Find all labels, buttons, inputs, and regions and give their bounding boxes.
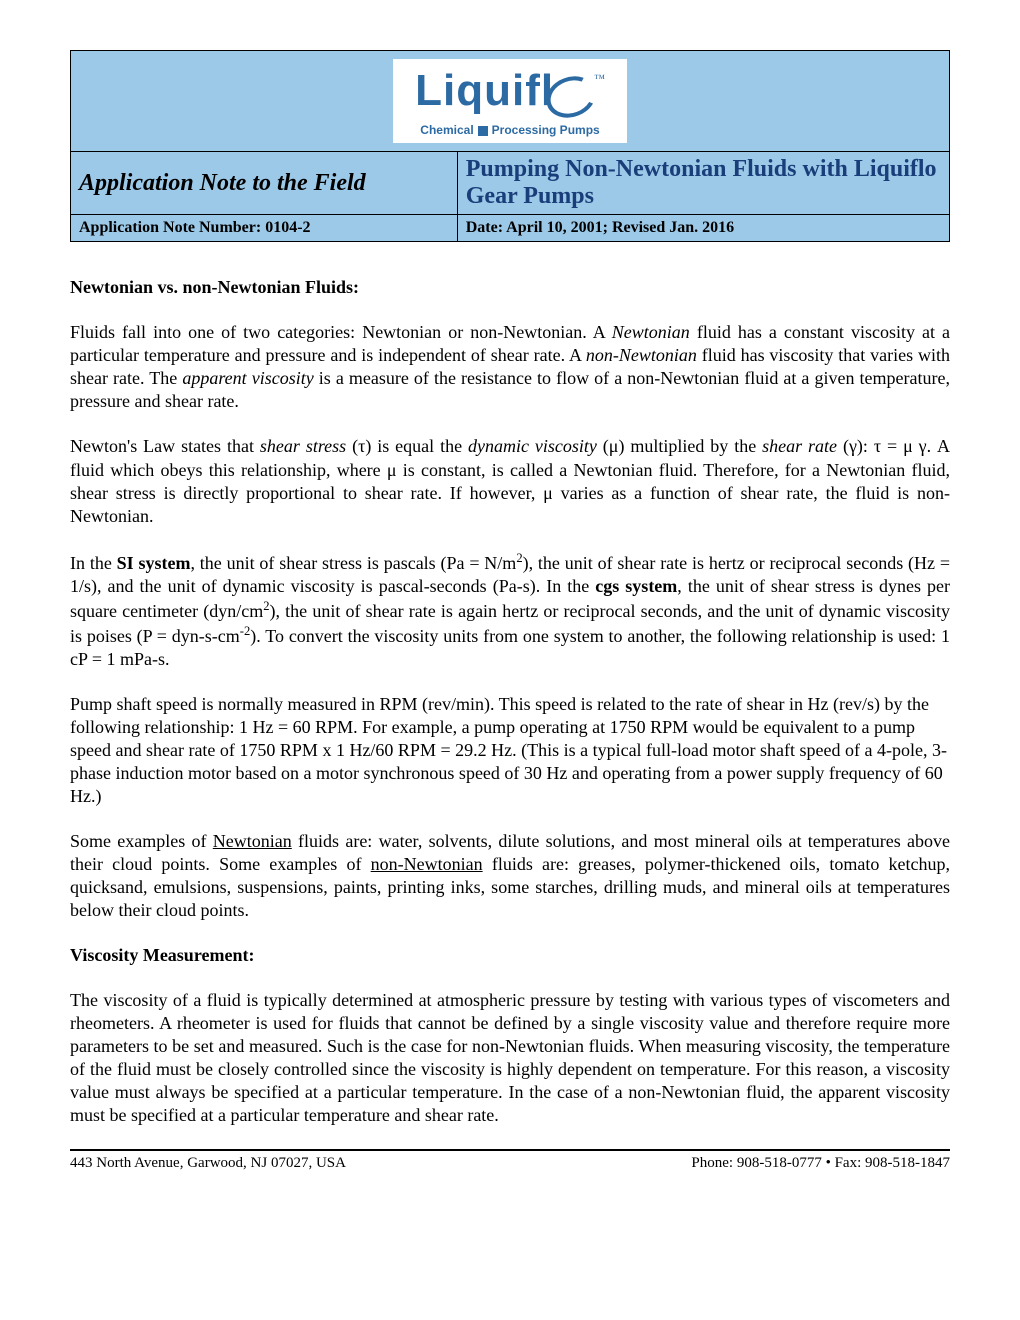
text-italic: non-Newtonian bbox=[586, 345, 697, 365]
page-footer: 443 North Avenue, Garwood, NJ 07027, USA… bbox=[70, 1149, 950, 1172]
header-table: Liquifl ™ Chemical Processing Pumps Applic… bbox=[70, 50, 950, 242]
header-meta-right: Date: April 10, 2001; Revised Jan. 2016 bbox=[457, 215, 949, 242]
footer-contact: Phone: 908-518-0777 • Fax: 908-518-1847 bbox=[691, 1155, 950, 1172]
logo-subtitle-left: Chemical bbox=[420, 123, 473, 137]
paragraph-3: In the SI system, the unit of shear stre… bbox=[70, 550, 950, 671]
paragraph-5: Some examples of Newtonian fluids are: w… bbox=[70, 830, 950, 922]
paragraph-2: Newton's Law states that shear stress (τ… bbox=[70, 435, 950, 527]
text-run: Some examples of bbox=[70, 831, 213, 851]
text-italic: dynamic viscosity bbox=[468, 436, 597, 456]
logo-text: Liquifl bbox=[415, 66, 554, 115]
text-bold: SI system bbox=[117, 553, 191, 573]
text-run: In the bbox=[70, 553, 117, 573]
text-italic: shear stress bbox=[260, 436, 346, 456]
paragraph-6: The viscosity of a fluid is typically de… bbox=[70, 989, 950, 1127]
text-italic: Newtonian bbox=[612, 322, 690, 342]
logo-box: Liquifl ™ Chemical Processing Pumps bbox=[393, 59, 627, 143]
text-underline: Newtonian bbox=[213, 831, 292, 851]
header-meta-left: Application Note Number: 0104-2 bbox=[71, 215, 458, 242]
text-sup: -2 bbox=[240, 624, 251, 638]
header-title-right: Pumping Non-Newtonian Fluids with Liquif… bbox=[457, 152, 949, 215]
text-run: Fluids fall into one of two categories: … bbox=[70, 322, 612, 342]
logo-wordmark: Liquifl ™ bbox=[415, 69, 605, 121]
text-underline: non-Newtonian bbox=[371, 854, 483, 874]
section-heading-1: Newtonian vs. non-Newtonian Fluids: bbox=[70, 276, 950, 299]
paragraph-1: Fluids fall into one of two categories: … bbox=[70, 321, 950, 413]
logo-subtitle: Chemical Processing Pumps bbox=[415, 123, 605, 137]
text-run: (τ) is equal the bbox=[346, 436, 468, 456]
document-page: Liquifl ™ Chemical Processing Pumps Applic… bbox=[0, 0, 1020, 1202]
section-heading-2: Viscosity Measurement: bbox=[70, 944, 950, 967]
text-run: (μ) multiplied by the bbox=[597, 436, 762, 456]
logo-subtitle-right: Processing Pumps bbox=[492, 123, 600, 137]
text-bold: cgs system bbox=[595, 576, 677, 596]
text-run: Newton's Law states that bbox=[70, 436, 260, 456]
text-italic: apparent viscosity bbox=[182, 368, 313, 388]
logo-square-icon bbox=[478, 126, 488, 136]
text-italic: shear rate bbox=[762, 436, 837, 456]
paragraph-4: Pump shaft speed is normally measured in… bbox=[70, 693, 950, 808]
text-run: , the unit of shear stress is pascals (P… bbox=[190, 553, 516, 573]
header-title-left: Application Note to the Field bbox=[71, 152, 458, 215]
logo-tm: ™ bbox=[594, 73, 605, 85]
logo-cell: Liquifl ™ Chemical Processing Pumps bbox=[71, 51, 950, 152]
document-body: Newtonian vs. non-Newtonian Fluids: Flui… bbox=[70, 276, 950, 1127]
footer-address: 443 North Avenue, Garwood, NJ 07027, USA bbox=[70, 1155, 346, 1172]
